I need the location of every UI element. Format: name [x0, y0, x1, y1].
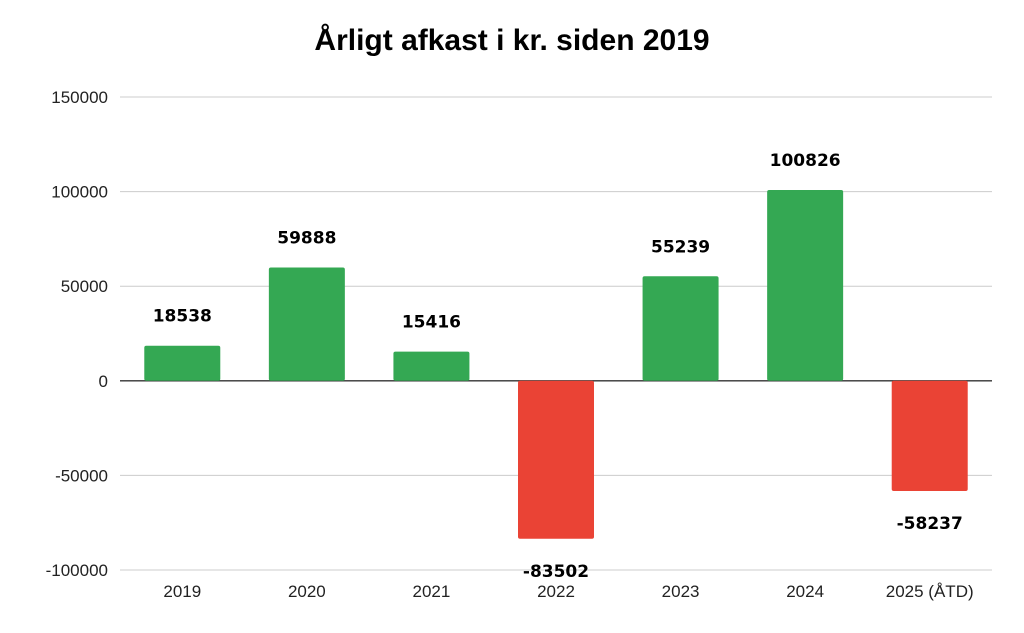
data-label: 15416: [402, 313, 461, 333]
bar: [642, 276, 719, 381]
x-tick-label: 2020: [288, 582, 326, 601]
data-label: 100826: [770, 151, 841, 171]
y-tick-label: 0: [99, 372, 108, 391]
bar: [144, 345, 221, 381]
x-tick-label: 2025 (ÅTD): [886, 582, 974, 601]
y-tick-label: -50000: [55, 466, 108, 485]
data-label: 18538: [153, 307, 212, 327]
bar: [767, 190, 844, 381]
data-label: -83502: [523, 562, 589, 582]
y-tick-label: 100000: [51, 183, 108, 202]
x-tick-label: 2019: [163, 582, 201, 601]
y-tick-label: 150000: [51, 88, 108, 107]
x-tick-label: 2021: [413, 582, 451, 601]
data-label: -58237: [897, 514, 963, 534]
x-tick-label: 2023: [662, 582, 700, 601]
bar: [393, 351, 470, 381]
bar: [891, 380, 968, 491]
x-tick-label: 2024: [786, 582, 824, 601]
y-tick-label: 50000: [61, 277, 108, 296]
bar: [268, 267, 345, 381]
y-tick-label: -100000: [46, 561, 108, 580]
bar: [518, 380, 594, 539]
x-tick-label: 2022: [537, 582, 575, 601]
chart-title: Årligt afkast i kr. siden 2019: [314, 24, 710, 57]
data-label: 55239: [651, 237, 710, 257]
data-label: 59888: [277, 228, 336, 248]
